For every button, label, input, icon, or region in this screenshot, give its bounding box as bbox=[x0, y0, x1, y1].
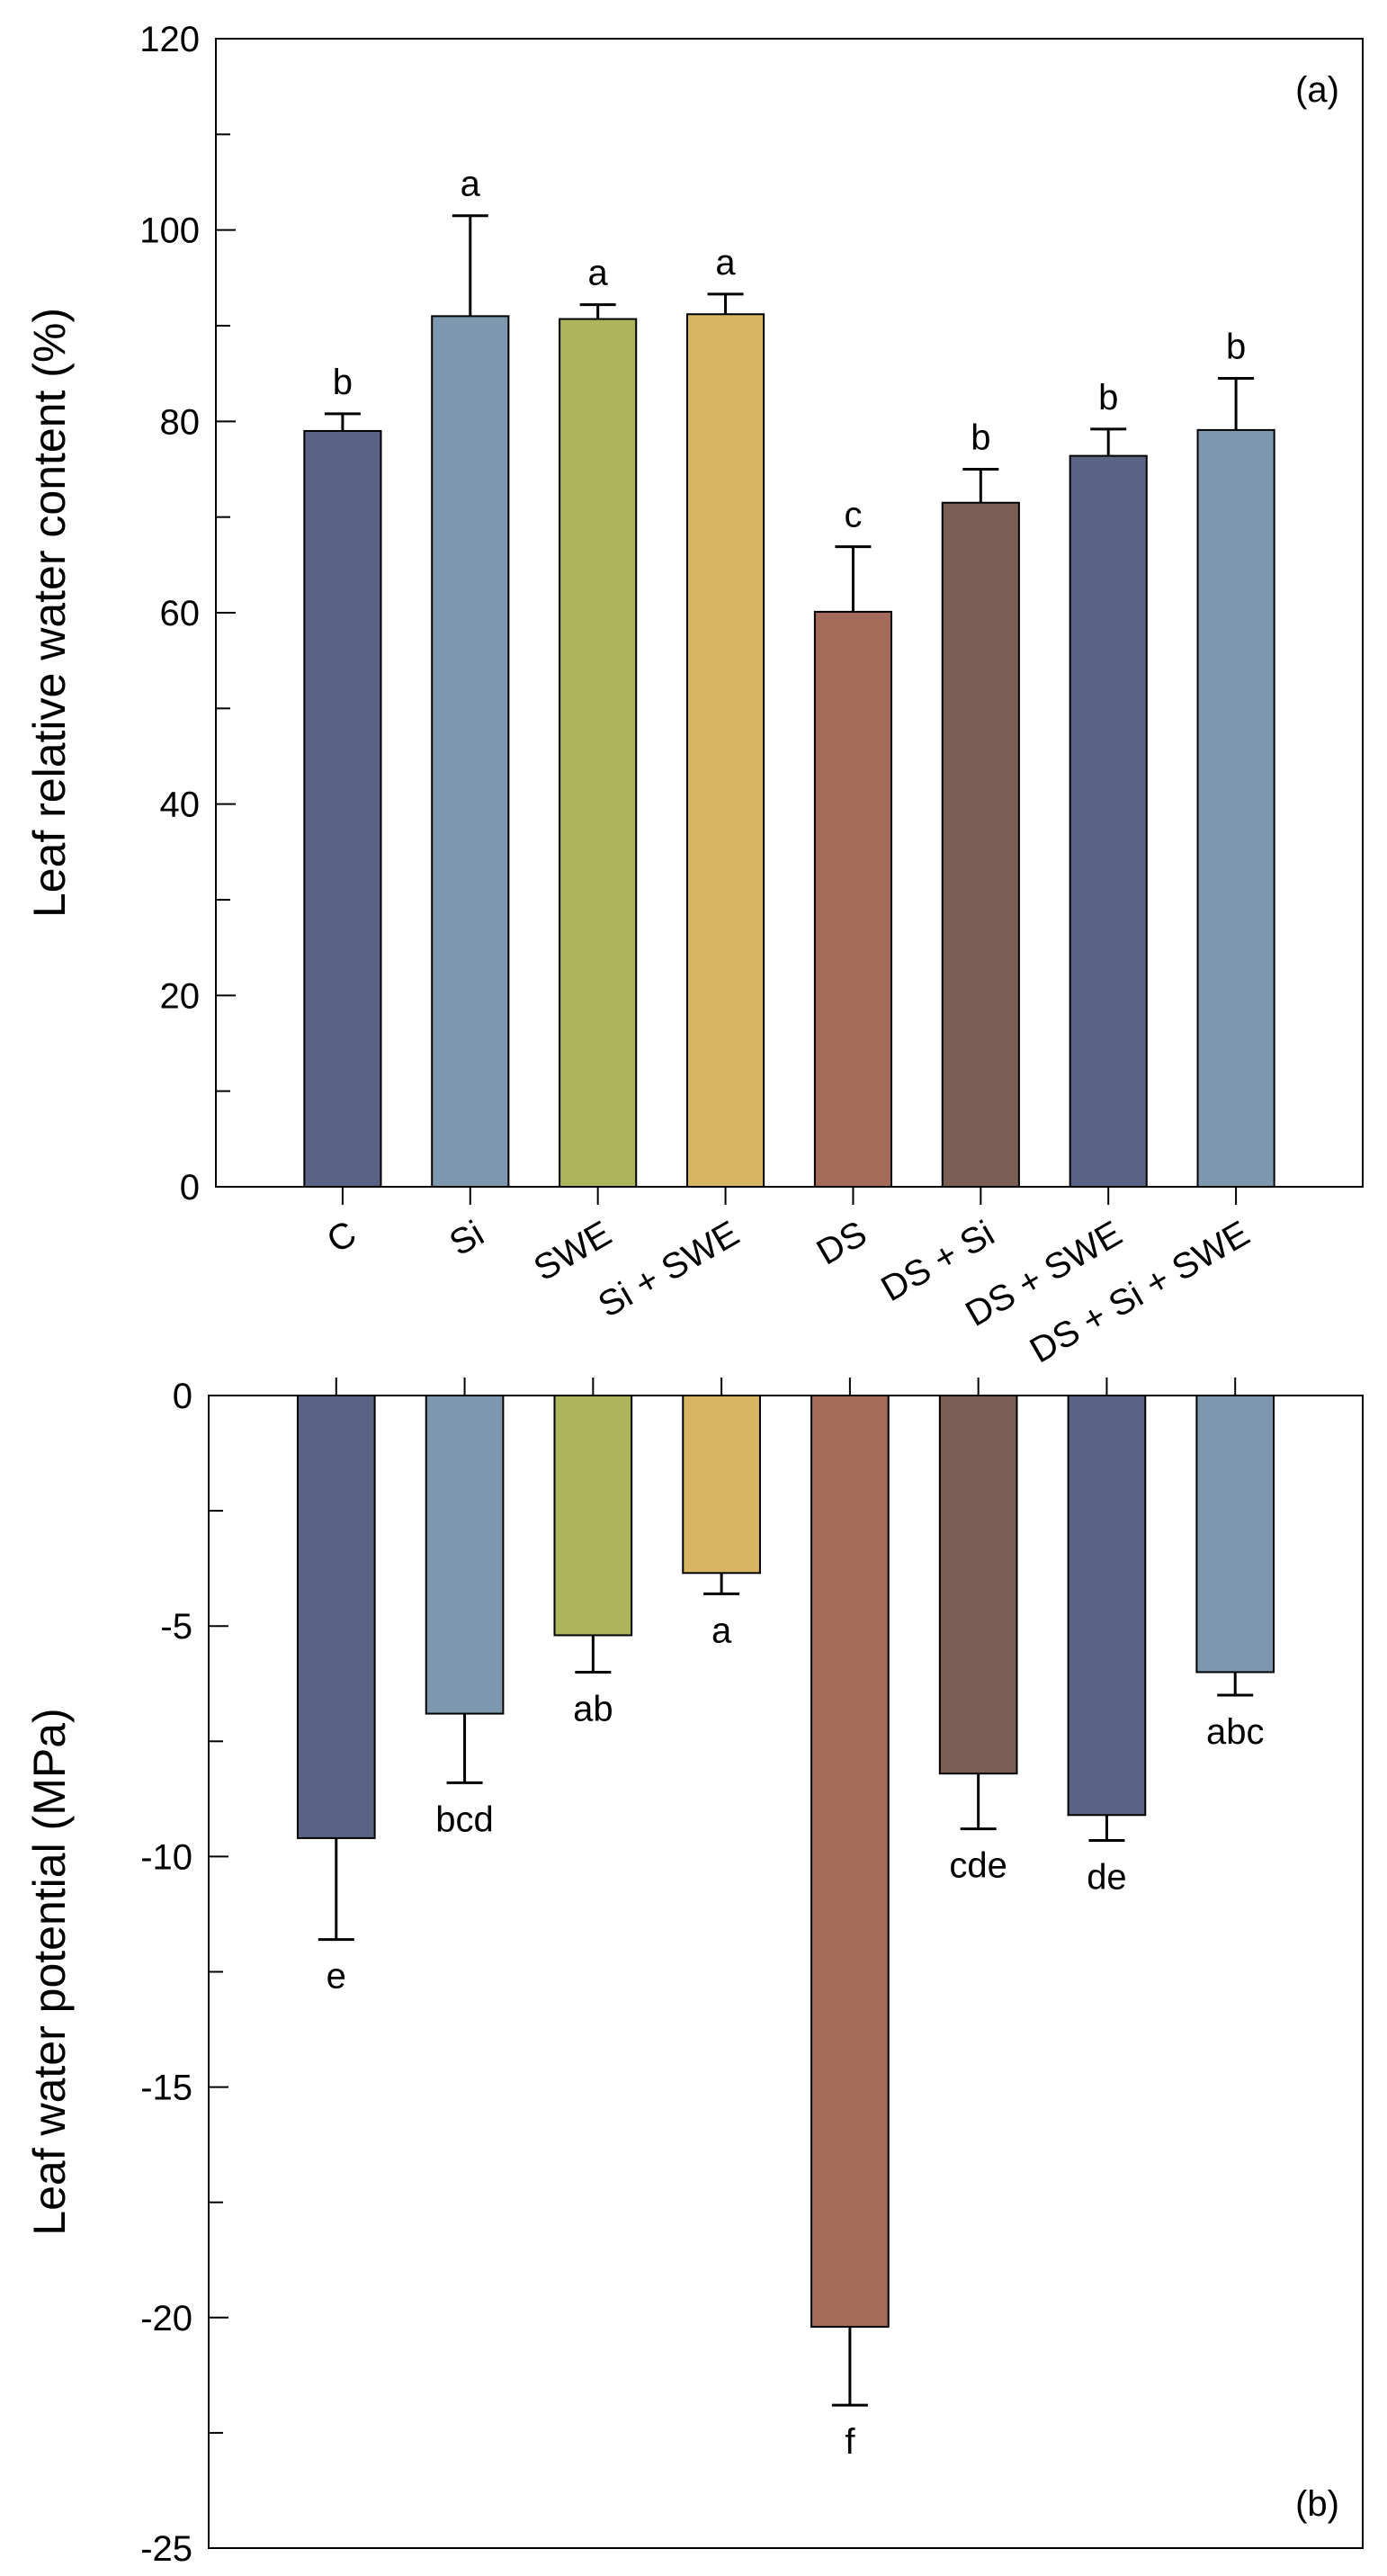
bar bbox=[559, 318, 638, 1189]
significance-letter: a bbox=[715, 243, 736, 283]
plot-frame bbox=[208, 1395, 1364, 2549]
bar bbox=[1196, 428, 1275, 1188]
panel-b: 0 -5 -10 -15 -20 -25 Leaf water potential (MPa… bbox=[24, 1377, 1364, 2569]
y-tick-label: 60 bbox=[160, 594, 201, 633]
panel-label: (a) bbox=[1295, 70, 1339, 110]
panel-a: 0 20 40 60 80 100 120 Leaf relative water conte… bbox=[24, 20, 1364, 1371]
significance-letter: a bbox=[711, 1611, 732, 1650]
significance-letter: f bbox=[845, 2422, 855, 2462]
y-tick-label: 40 bbox=[160, 785, 201, 825]
y-tick-label: -20 bbox=[140, 2299, 192, 2338]
bar bbox=[303, 429, 382, 1188]
y-axis-label: Leaf relative water content (%) bbox=[24, 308, 75, 918]
bar bbox=[1067, 1395, 1147, 1817]
plot-frame bbox=[215, 38, 1364, 1188]
x-tick-label: SWE bbox=[527, 1214, 618, 1289]
significance-letter: b bbox=[1098, 378, 1118, 417]
significance-letter: c bbox=[844, 496, 862, 535]
bar bbox=[938, 1395, 1018, 1775]
significance-letter: b bbox=[333, 363, 353, 402]
panel-label: (b) bbox=[1295, 2484, 1339, 2524]
x-tick-label: DS bbox=[810, 1214, 873, 1273]
significance-letter: b bbox=[1226, 327, 1246, 366]
x-tick-label: Si bbox=[443, 1214, 490, 1264]
y-tick-label: -15 bbox=[140, 2069, 192, 2108]
bar bbox=[431, 315, 510, 1189]
bar bbox=[1195, 1395, 1275, 1674]
y-tick-label: 20 bbox=[160, 976, 201, 1016]
x-tick-label: Si + SWE bbox=[592, 1214, 746, 1325]
significance-letter: bcd bbox=[435, 1800, 494, 1839]
significance-letter: b bbox=[971, 418, 990, 458]
bar bbox=[810, 1395, 890, 2329]
bar bbox=[682, 1395, 761, 1575]
y-tick-label: 0 bbox=[173, 1377, 192, 1416]
y-tick-label: -5 bbox=[160, 1607, 192, 1647]
y-tick-label: 120 bbox=[139, 20, 200, 59]
bar bbox=[941, 501, 1020, 1188]
y-axis-label: Leaf water potential (MPa) bbox=[24, 1708, 75, 2235]
bar bbox=[1069, 454, 1148, 1188]
bar bbox=[553, 1395, 633, 1637]
x-tick-label: DS + Si + SWE bbox=[1024, 1214, 1257, 1371]
significance-letter: a bbox=[588, 254, 609, 293]
bar bbox=[425, 1395, 505, 1715]
bar bbox=[296, 1395, 376, 1839]
bar bbox=[813, 610, 893, 1188]
significance-letter: a bbox=[461, 165, 481, 204]
y-tick-label: 80 bbox=[160, 402, 201, 442]
x-tick-label: C bbox=[320, 1214, 362, 1261]
significance-letter: e bbox=[327, 1957, 346, 1997]
y-tick-label: 100 bbox=[139, 211, 200, 251]
y-tick-label: 0 bbox=[180, 1168, 200, 1207]
significance-letter: cde bbox=[949, 1846, 1007, 1886]
y-tick-label: -10 bbox=[140, 1837, 192, 1877]
significance-letter: ab bbox=[573, 1689, 613, 1728]
y-tick-label: -25 bbox=[140, 2529, 192, 2569]
significance-letter: abc bbox=[1206, 1712, 1265, 1752]
significance-letter: de bbox=[1087, 1857, 1127, 1897]
bar bbox=[685, 313, 765, 1188]
